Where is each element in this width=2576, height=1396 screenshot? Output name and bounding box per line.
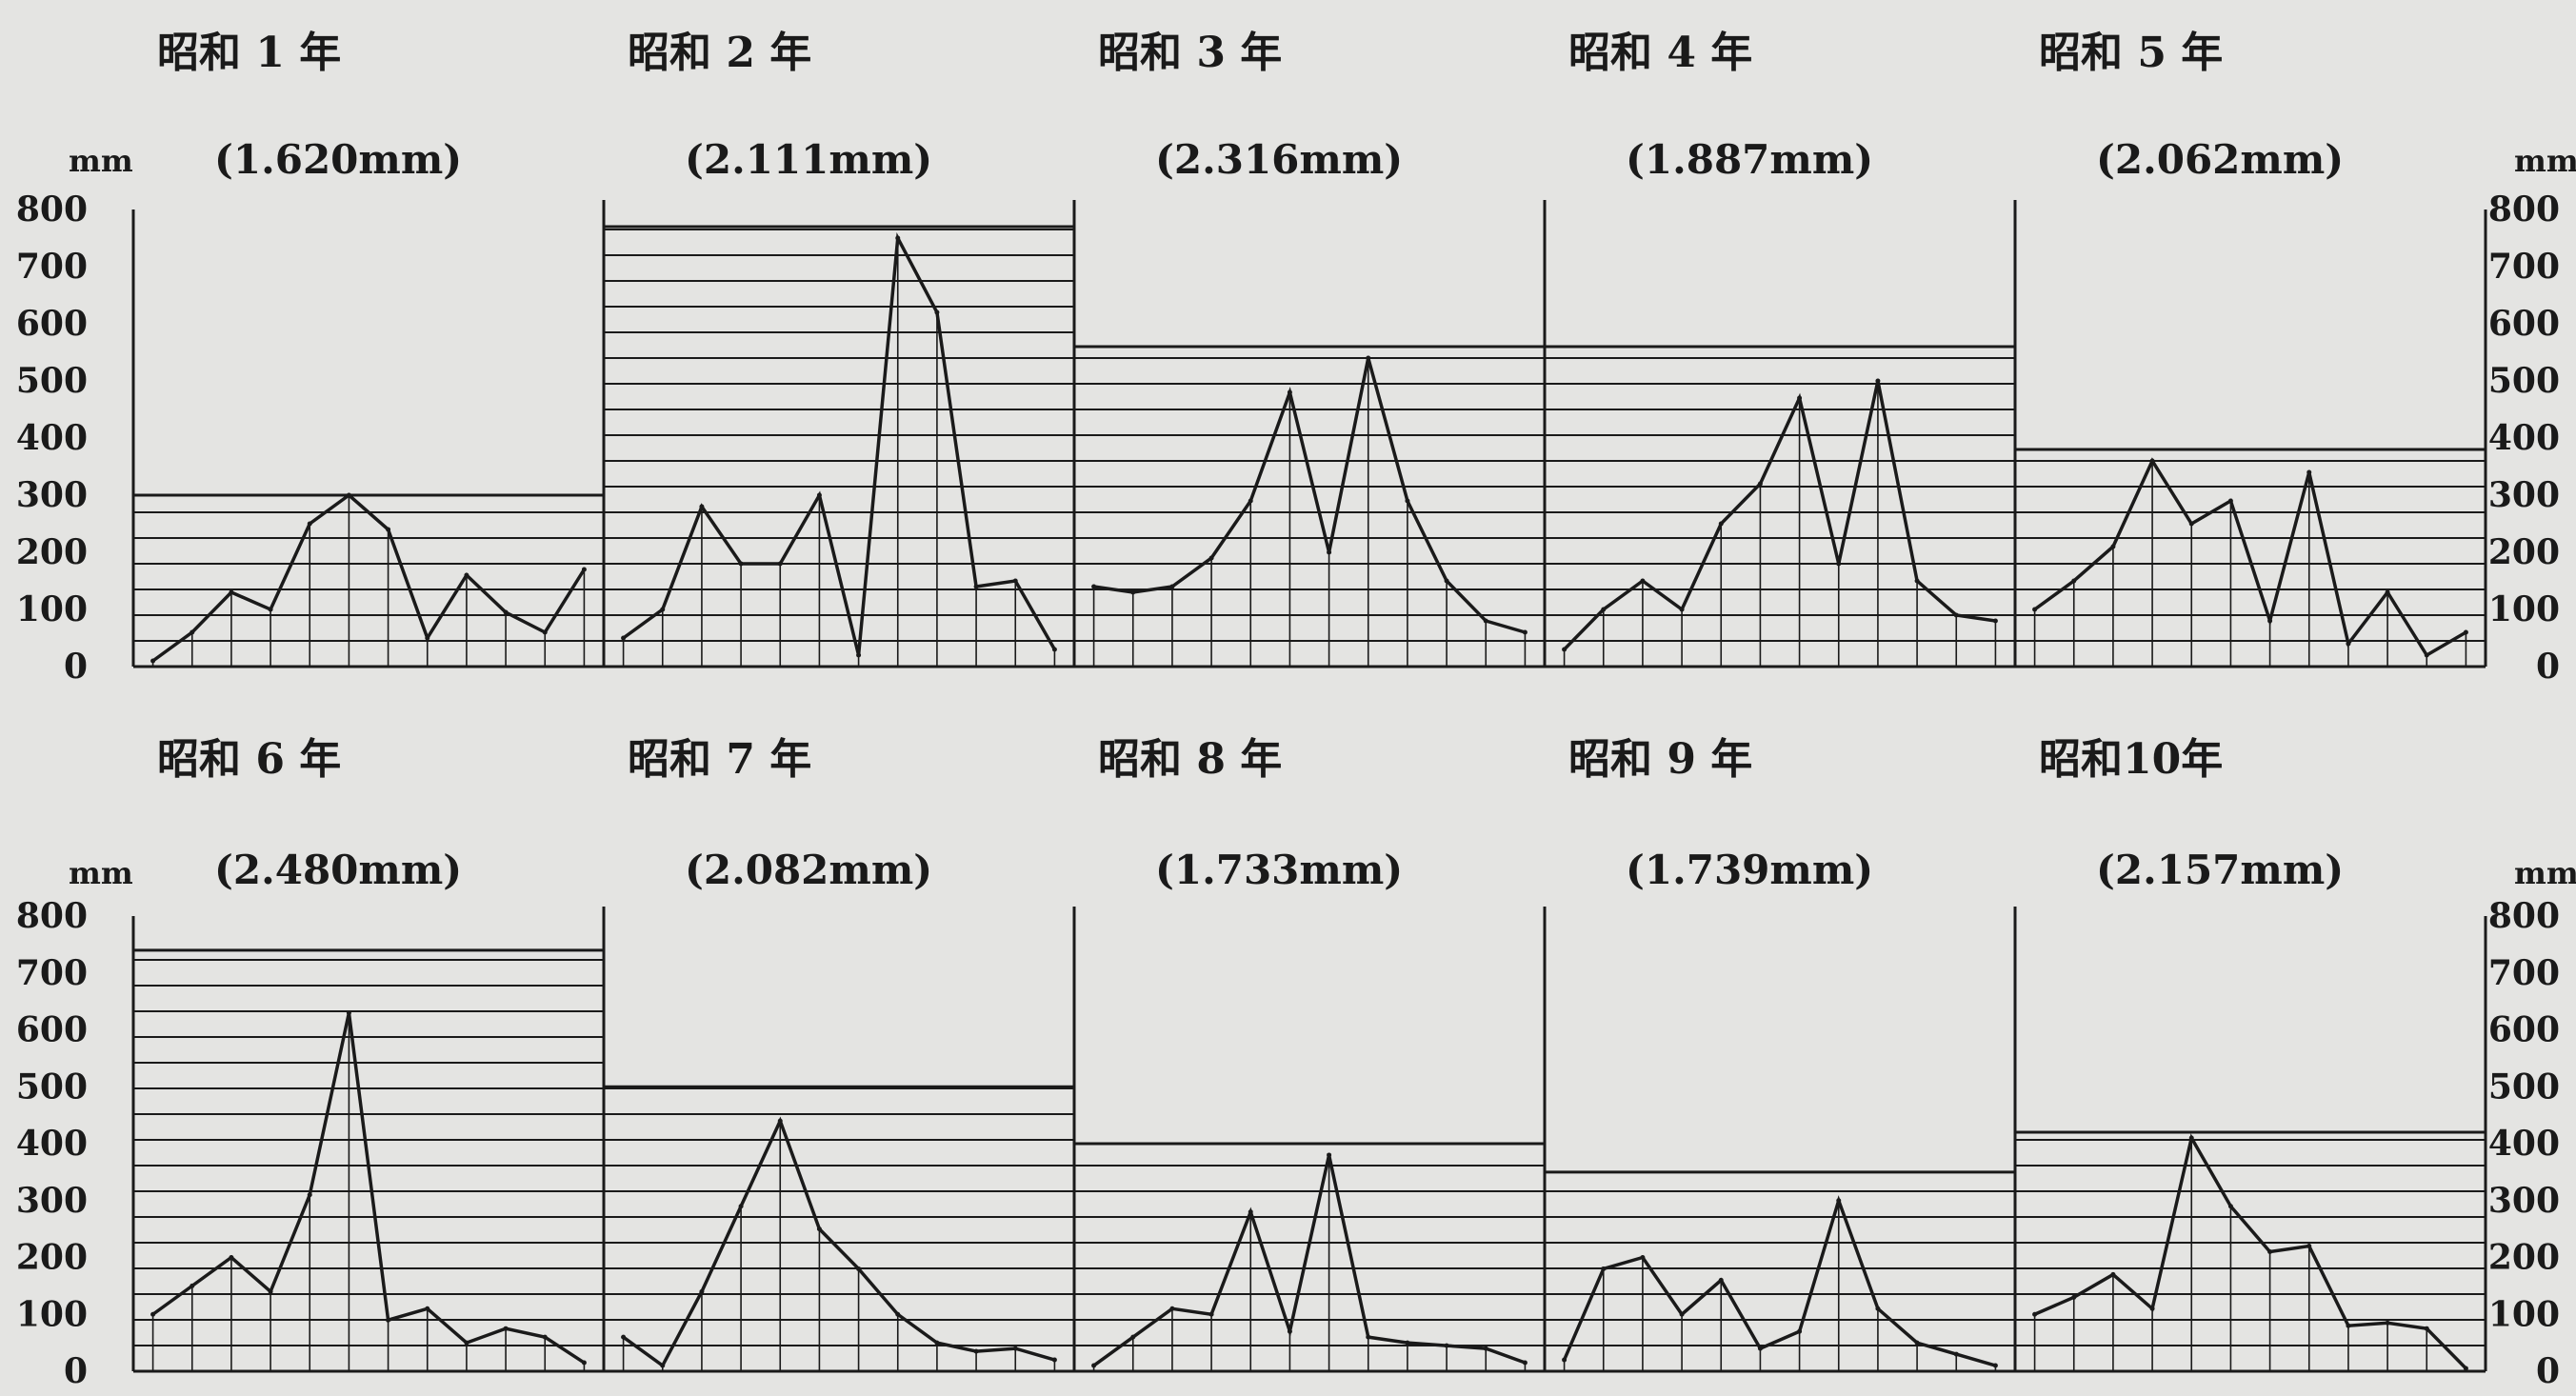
chart-row-top: 0 0 100 100 200 200 300 300 400 400 500 500 600 600 70… — [16, 29, 2576, 687]
y-tick-left-800: 800 — [16, 896, 88, 936]
year-panel: 昭和 2 年 (2.111mm) — [602, 29, 1074, 668]
annual-total-label: (1.620mm) — [214, 136, 462, 183]
annual-total-label: (1.733mm) — [1155, 847, 1403, 893]
year-panel: 昭和 7 年 (2.082mm) — [602, 735, 1074, 1372]
annual-total-label: (2.062mm) — [2096, 136, 2344, 183]
y-tick-right-500: 500 — [2488, 361, 2560, 401]
y-tick-right-0: 0 — [2536, 647, 2560, 687]
year-panel: 昭和10年 (2.157mm) — [2013, 735, 2486, 1372]
annual-total-label: (1.739mm) — [1626, 847, 1873, 893]
y-tick-left-200: 200 — [16, 532, 88, 572]
year-panel: 昭和 4 年 (1.887mm) — [1543, 29, 2015, 668]
rainfall-series-line — [1562, 1195, 1996, 1367]
y-tick-right-100: 100 — [2488, 589, 2560, 629]
y-tick-left-400: 400 — [16, 418, 88, 458]
year-panel: 昭和 3 年 (2.316mm) — [1072, 29, 1545, 668]
year-label: 昭和 4 年 — [1568, 29, 1752, 77]
year-panel: 昭和 9 年 (1.739mm) — [1543, 735, 2015, 1372]
y-tick-right-0: 0 — [2536, 1351, 2560, 1391]
year-label: 昭和 1 年 — [157, 29, 341, 77]
y-unit-left: mm — [69, 855, 133, 891]
y-tick-right-100: 100 — [2488, 1294, 2560, 1334]
y-tick-left-100: 100 — [16, 589, 88, 629]
rainfall-series-line — [151, 492, 586, 663]
rainfall-series-line — [1093, 357, 1526, 634]
y-tick-left-0: 0 — [64, 647, 88, 687]
annual-total-label: (2.111mm) — [685, 136, 932, 183]
y-tick-right-800: 800 — [2488, 896, 2560, 936]
y-tick-left-500: 500 — [16, 361, 88, 401]
chart-row-bottom: 0 0 100 100 200 200 300 300 400 400 500 500 600 600 70… — [16, 735, 2576, 1391]
y-tick-right-400: 400 — [2488, 418, 2560, 458]
year-label: 昭和 9 年 — [1568, 735, 1752, 784]
y-unit-right: mm — [2514, 855, 2576, 891]
y-tick-left-300: 300 — [16, 1181, 88, 1221]
rainfall-series-line — [2033, 1133, 2467, 1370]
year-label: 昭和 3 年 — [1098, 29, 1282, 77]
year-label: 昭和10年 — [2039, 735, 2223, 784]
y-tick-right-300: 300 — [2488, 475, 2560, 515]
year-label: 昭和 8 年 — [1098, 735, 1282, 784]
rainfall-series-line — [2033, 457, 2467, 658]
rainfall-series-line — [151, 1012, 586, 1365]
y-tick-left-400: 400 — [16, 1124, 88, 1164]
annual-total-label: (2.082mm) — [685, 847, 932, 893]
y-unit-right: mm — [2514, 143, 2576, 179]
rainfall-series-line — [622, 1116, 1055, 1368]
y-tick-right-700: 700 — [2488, 247, 2560, 287]
annual-total-label: (2.316mm) — [1155, 136, 1403, 183]
y-tick-left-0: 0 — [64, 1351, 88, 1391]
y-tick-left-200: 200 — [16, 1238, 88, 1278]
y-tick-left-600: 600 — [16, 1010, 88, 1050]
year-label: 昭和 7 年 — [628, 735, 811, 784]
rainfall-series-line — [1563, 380, 1996, 651]
y-tick-left-600: 600 — [16, 304, 88, 344]
y-tick-left-500: 500 — [16, 1067, 88, 1107]
annual-total-label: (1.887mm) — [1626, 136, 1873, 183]
y-tick-right-200: 200 — [2488, 1238, 2560, 1278]
y-tick-left-800: 800 — [16, 189, 88, 229]
y-tick-right-800: 800 — [2488, 189, 2560, 229]
y-tick-right-300: 300 — [2488, 1181, 2560, 1221]
y-tick-left-100: 100 — [16, 1294, 88, 1334]
year-label: 昭和 5 年 — [2039, 29, 2223, 77]
annual-total-label: (2.157mm) — [2096, 847, 2344, 893]
y-tick-right-400: 400 — [2488, 1124, 2560, 1164]
y-tick-right-600: 600 — [2488, 304, 2560, 344]
y-tick-left-700: 700 — [16, 953, 88, 993]
y-tick-right-600: 600 — [2488, 1010, 2560, 1050]
y-tick-right-700: 700 — [2488, 953, 2560, 993]
y-tick-left-300: 300 — [16, 475, 88, 515]
y-tick-right-500: 500 — [2488, 1067, 2560, 1107]
year-panel: 昭和 6 年 (2.480mm) — [133, 735, 604, 1372]
y-tick-left-700: 700 — [16, 247, 88, 287]
year-label: 昭和 6 年 — [157, 735, 341, 784]
annual-total-label: (2.480mm) — [214, 847, 462, 893]
rainfall-series-line — [1092, 1154, 1527, 1367]
year-label: 昭和 2 年 — [628, 29, 811, 77]
year-panel: 昭和 1 年 (1.620mm) — [133, 29, 604, 668]
y-tick-right-200: 200 — [2488, 532, 2560, 572]
year-panel: 昭和 8 年 (1.733mm) — [1072, 735, 1545, 1372]
y-unit-left: mm — [69, 143, 133, 179]
year-panel: 昭和 5 年 (2.062mm) — [2013, 29, 2486, 668]
rainfall-series-line — [622, 231, 1056, 656]
